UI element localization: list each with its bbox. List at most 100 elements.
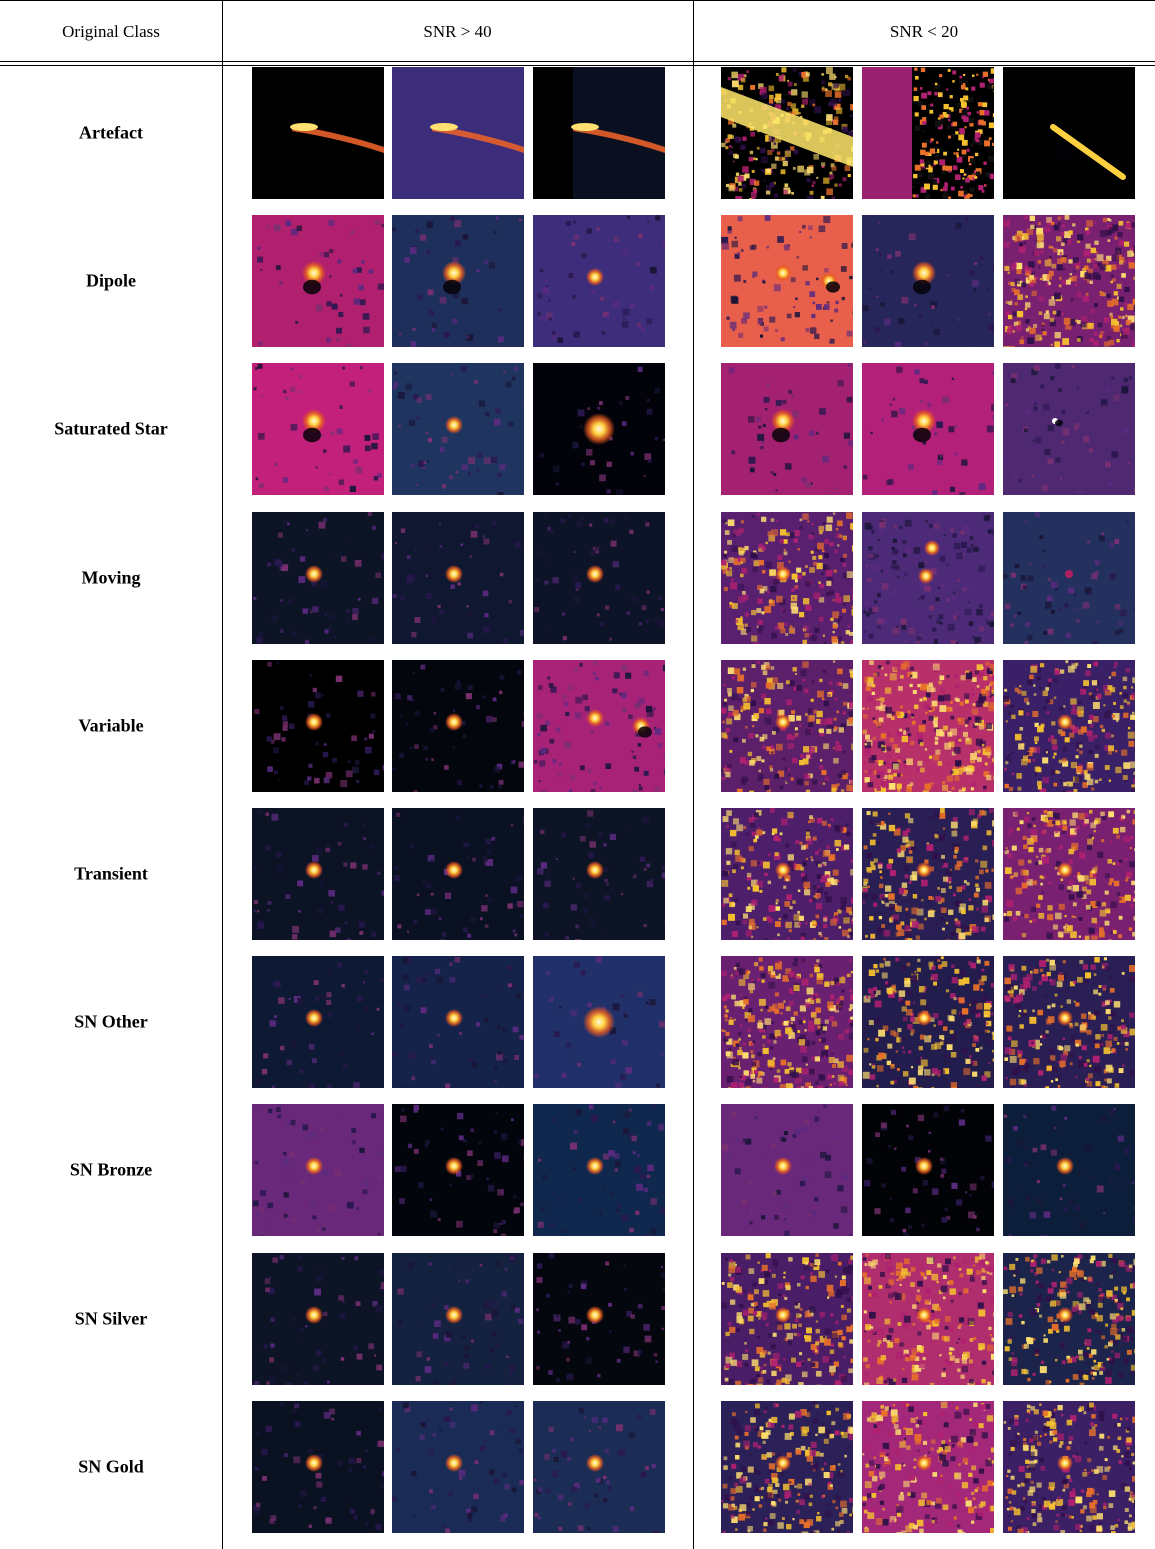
- cutout-image: [392, 808, 524, 940]
- cutout-image: [1003, 956, 1135, 1088]
- low-snr-cutout: [862, 512, 994, 644]
- high-snr-cutout: [392, 808, 524, 940]
- row-label: Dipole: [0, 271, 222, 292]
- cutout-image: [252, 215, 384, 347]
- low-snr-cutout: [721, 67, 853, 199]
- row-label: Artefact: [0, 123, 222, 144]
- low-snr-cutout: [862, 660, 994, 792]
- cutout-image: [721, 512, 853, 644]
- low-snr-cutout: [1003, 215, 1135, 347]
- low-snr-cutout: [721, 215, 853, 347]
- cutout-image: [1003, 1104, 1135, 1236]
- cutout-image: [862, 512, 994, 644]
- header-double-rule-2: [0, 65, 1155, 66]
- low-snr-cutout: [721, 1104, 853, 1236]
- cutout-image: [533, 512, 665, 644]
- cutout-image: [392, 956, 524, 1088]
- high-snr-cutout: [533, 956, 665, 1088]
- cutout-image: [392, 512, 524, 644]
- high-snr-cutout: [252, 512, 384, 644]
- cutout-image: [1003, 512, 1135, 644]
- low-snr-cutout: [721, 660, 853, 792]
- high-snr-cutout: [392, 956, 524, 1088]
- high-snr-cutout: [252, 956, 384, 1088]
- cutout-image: [862, 956, 994, 1088]
- cutout-image: [862, 660, 994, 792]
- row-label: Transient: [0, 864, 222, 885]
- row-label: SN Other: [0, 1012, 222, 1033]
- cutout-image: [252, 956, 384, 1088]
- high-snr-cutout: [392, 660, 524, 792]
- low-snr-cutout: [1003, 67, 1135, 199]
- high-snr-cutout: [392, 1253, 524, 1385]
- cutout-image: [392, 1401, 524, 1533]
- cutout-image: [533, 1253, 665, 1385]
- high-snr-cutout: [533, 512, 665, 644]
- low-snr-cutout: [721, 956, 853, 1088]
- header-low-snr: SNR < 20: [693, 0, 1155, 63]
- cutout-image: [1003, 67, 1135, 199]
- cutout-image: [533, 956, 665, 1088]
- cutout-image: [721, 67, 853, 199]
- high-snr-cutout: [533, 67, 665, 199]
- low-snr-cutout: [721, 512, 853, 644]
- high-snr-cutout: [392, 215, 524, 347]
- low-snr-cutout: [862, 1253, 994, 1385]
- low-snr-cutout: [1003, 956, 1135, 1088]
- low-snr-cutout: [1003, 512, 1135, 644]
- cutout-image: [252, 1253, 384, 1385]
- header-high-snr-text: SNR > 40: [423, 22, 491, 42]
- low-snr-cutout: [721, 1253, 853, 1385]
- low-snr-cutout: [721, 1401, 853, 1533]
- low-snr-cutout: [862, 215, 994, 347]
- low-snr-cutout: [862, 67, 994, 199]
- cutout-image: [721, 808, 853, 940]
- cutout-image: [392, 215, 524, 347]
- cutout-image: [252, 808, 384, 940]
- high-snr-cutout: [252, 660, 384, 792]
- high-snr-cutout: [392, 1401, 524, 1533]
- high-snr-cutout: [533, 363, 665, 495]
- high-snr-cutout: [252, 215, 384, 347]
- high-snr-cutout: [392, 67, 524, 199]
- cutout-image: [392, 67, 524, 199]
- cutout-image: [721, 956, 853, 1088]
- cutout-image: [721, 660, 853, 792]
- header-original-class: Original Class: [0, 0, 222, 63]
- cutout-image: [862, 363, 994, 495]
- cutout-image: [1003, 1401, 1135, 1533]
- cutout-image: [862, 1253, 994, 1385]
- cutout-image: [392, 660, 524, 792]
- cutout-image: [533, 660, 665, 792]
- high-snr-cutout: [392, 512, 524, 644]
- cutout-image: [533, 808, 665, 940]
- low-snr-cutout: [862, 1104, 994, 1236]
- high-snr-cutout: [533, 215, 665, 347]
- cutout-image: [862, 67, 994, 199]
- cutout-image: [392, 1104, 524, 1236]
- high-snr-cutout: [533, 1253, 665, 1385]
- header-high-snr: SNR > 40: [222, 0, 693, 63]
- cutout-image: [862, 808, 994, 940]
- high-snr-cutout: [252, 363, 384, 495]
- low-snr-cutout: [1003, 1104, 1135, 1236]
- low-snr-cutout: [862, 808, 994, 940]
- row-label: Moving: [0, 567, 222, 588]
- column-divider-left: [222, 0, 223, 1549]
- row-label: Saturated Star: [0, 419, 222, 440]
- low-snr-cutout: [721, 808, 853, 940]
- low-snr-cutout: [1003, 660, 1135, 792]
- row-label: Variable: [0, 715, 222, 736]
- high-snr-cutout: [392, 363, 524, 495]
- cutout-image: [533, 215, 665, 347]
- low-snr-cutout: [862, 956, 994, 1088]
- cutout-image: [721, 1104, 853, 1236]
- cutout-image: [252, 363, 384, 495]
- high-snr-cutout: [533, 660, 665, 792]
- row-label: SN Silver: [0, 1308, 222, 1329]
- header-low-snr-text: SNR < 20: [890, 22, 958, 42]
- low-snr-cutout: [862, 363, 994, 495]
- cutout-image: [533, 363, 665, 495]
- cutout-image: [1003, 363, 1135, 495]
- high-snr-cutout: [533, 1104, 665, 1236]
